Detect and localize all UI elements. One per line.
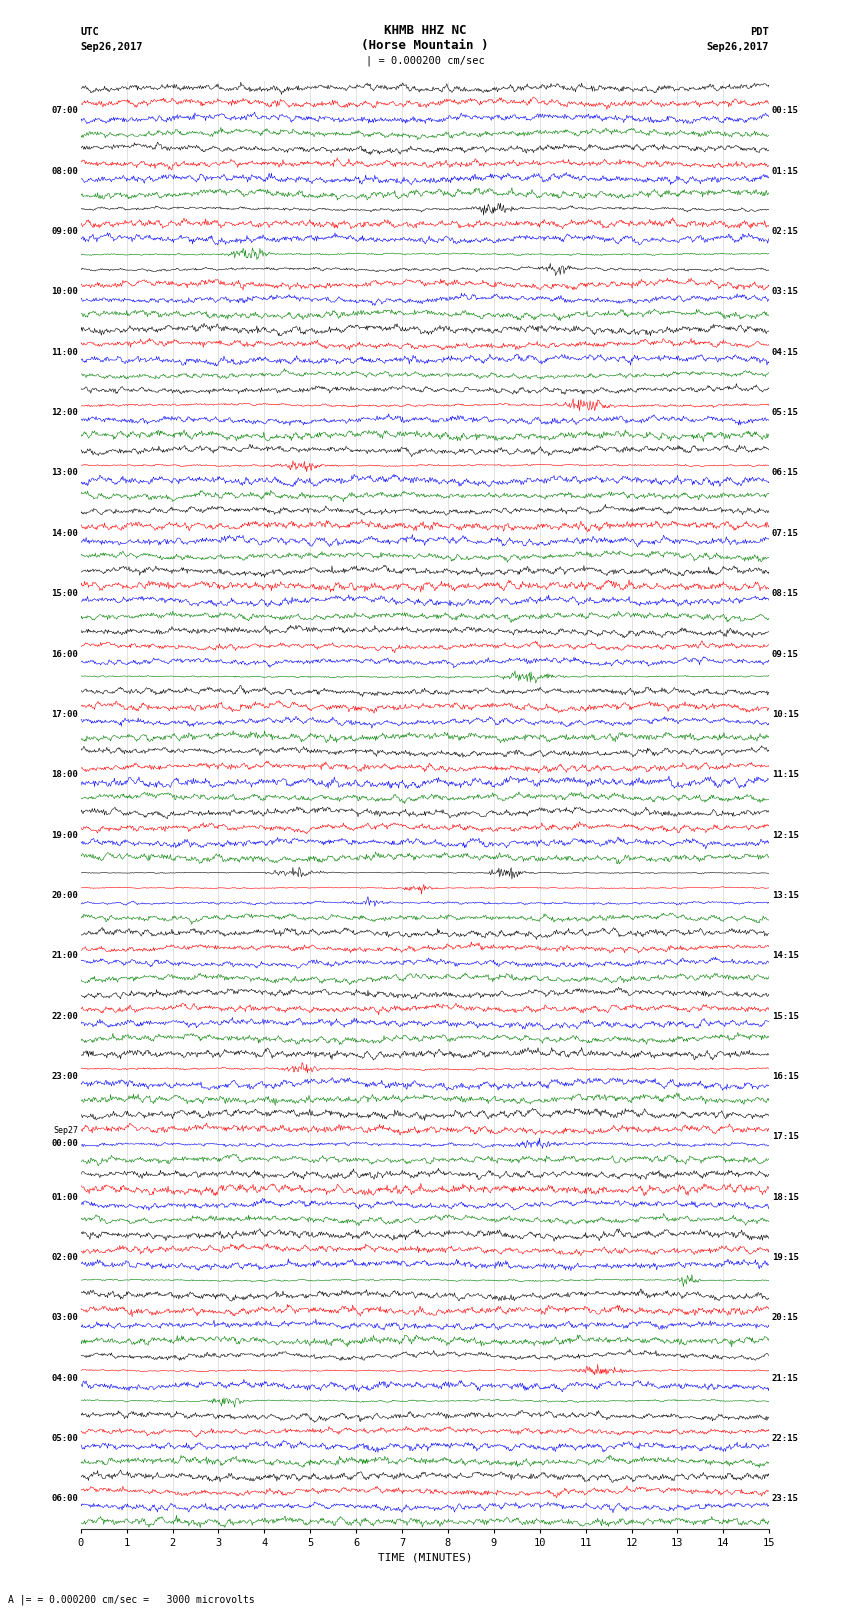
Text: 03:15: 03:15 <box>772 287 799 297</box>
Text: 22:15: 22:15 <box>772 1434 799 1444</box>
Text: KHMB HHZ NC: KHMB HHZ NC <box>383 24 467 37</box>
X-axis label: TIME (MINUTES): TIME (MINUTES) <box>377 1552 473 1563</box>
Text: 14:15: 14:15 <box>772 952 799 960</box>
Text: 08:15: 08:15 <box>772 589 799 598</box>
Text: 21:15: 21:15 <box>772 1374 799 1382</box>
Text: | = 0.000200 cm/sec: | = 0.000200 cm/sec <box>366 55 484 66</box>
Text: 07:15: 07:15 <box>772 529 799 537</box>
Text: 06:15: 06:15 <box>772 468 799 477</box>
Text: 11:00: 11:00 <box>51 348 78 356</box>
Text: Sep27: Sep27 <box>54 1126 78 1136</box>
Text: 16:00: 16:00 <box>51 650 78 658</box>
Text: Sep26,2017: Sep26,2017 <box>706 42 769 52</box>
Text: PDT: PDT <box>751 27 769 37</box>
Text: 13:00: 13:00 <box>51 468 78 477</box>
Text: 07:00: 07:00 <box>51 106 78 115</box>
Text: 22:00: 22:00 <box>51 1011 78 1021</box>
Text: 10:00: 10:00 <box>51 287 78 297</box>
Text: 20:00: 20:00 <box>51 890 78 900</box>
Text: 04:00: 04:00 <box>51 1374 78 1382</box>
Text: 03:00: 03:00 <box>51 1313 78 1323</box>
Text: 15:00: 15:00 <box>51 589 78 598</box>
Text: 10:15: 10:15 <box>772 710 799 719</box>
Text: (Horse Mountain ): (Horse Mountain ) <box>361 39 489 52</box>
Text: 05:00: 05:00 <box>51 1434 78 1444</box>
Text: 01:15: 01:15 <box>772 166 799 176</box>
Text: 02:15: 02:15 <box>772 227 799 235</box>
Text: 17:15: 17:15 <box>772 1132 799 1142</box>
Text: 09:00: 09:00 <box>51 227 78 235</box>
Text: 19:00: 19:00 <box>51 831 78 839</box>
Text: 04:15: 04:15 <box>772 348 799 356</box>
Text: 23:15: 23:15 <box>772 1495 799 1503</box>
Text: 17:00: 17:00 <box>51 710 78 719</box>
Text: 13:15: 13:15 <box>772 890 799 900</box>
Text: 21:00: 21:00 <box>51 952 78 960</box>
Text: 12:15: 12:15 <box>772 831 799 839</box>
Text: 09:15: 09:15 <box>772 650 799 658</box>
Text: Sep26,2017: Sep26,2017 <box>81 42 144 52</box>
Text: 08:00: 08:00 <box>51 166 78 176</box>
Text: 15:15: 15:15 <box>772 1011 799 1021</box>
Text: 06:00: 06:00 <box>51 1495 78 1503</box>
Text: 00:15: 00:15 <box>772 106 799 115</box>
Text: 16:15: 16:15 <box>772 1073 799 1081</box>
Text: 12:00: 12:00 <box>51 408 78 418</box>
Text: 05:15: 05:15 <box>772 408 799 418</box>
Text: UTC: UTC <box>81 27 99 37</box>
Text: 18:00: 18:00 <box>51 771 78 779</box>
Text: 19:15: 19:15 <box>772 1253 799 1261</box>
Text: 00:00: 00:00 <box>51 1139 78 1148</box>
Text: 23:00: 23:00 <box>51 1073 78 1081</box>
Text: A |= = 0.000200 cm/sec =   3000 microvolts: A |= = 0.000200 cm/sec = 3000 microvolts <box>8 1594 255 1605</box>
Text: 20:15: 20:15 <box>772 1313 799 1323</box>
Text: 11:15: 11:15 <box>772 771 799 779</box>
Text: 18:15: 18:15 <box>772 1192 799 1202</box>
Text: 02:00: 02:00 <box>51 1253 78 1261</box>
Text: 01:00: 01:00 <box>51 1192 78 1202</box>
Text: 14:00: 14:00 <box>51 529 78 537</box>
